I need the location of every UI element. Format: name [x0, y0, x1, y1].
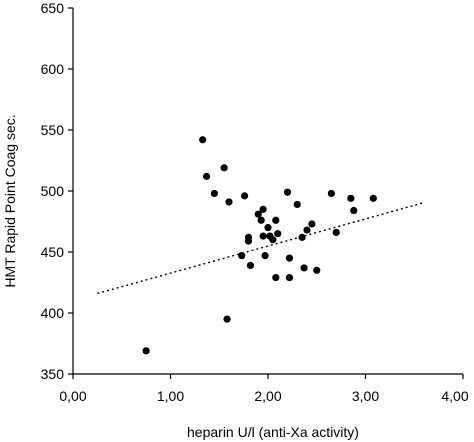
data-point — [223, 315, 231, 323]
data-point — [225, 198, 233, 206]
x-tick-label: 2,00 — [254, 388, 281, 404]
data-point — [283, 188, 292, 196]
data-point — [350, 206, 358, 215]
x-axis-label: heparin U/l (anti-Xa activity) — [187, 424, 359, 440]
data-point — [285, 274, 294, 282]
trendline — [97, 202, 423, 295]
x-tick-label: 1,00 — [157, 388, 184, 404]
y-tick-label: 650 — [41, 0, 65, 16]
data-point — [298, 233, 306, 241]
y-tick-label: 550 — [41, 122, 65, 138]
data-point — [347, 194, 355, 202]
data-point — [238, 252, 246, 260]
x-tick-label: 3,00 — [352, 388, 379, 404]
data-point — [241, 192, 249, 200]
y-tick-label: 500 — [41, 183, 65, 199]
data-point — [308, 220, 316, 228]
x-tick-label: 0,00 — [59, 388, 86, 404]
data-point — [259, 205, 267, 213]
data-point — [261, 252, 269, 260]
data-point — [332, 228, 340, 237]
data-point — [313, 266, 321, 274]
y-tick-label: 600 — [41, 61, 65, 77]
x-tick-label: 4,00 — [441, 388, 468, 404]
data-point — [264, 224, 272, 232]
y-tick-label: 450 — [41, 244, 65, 260]
data-point — [202, 172, 211, 180]
data-point — [254, 210, 262, 218]
data-point — [272, 274, 280, 282]
data-point — [269, 236, 277, 244]
data-points — [142, 136, 377, 355]
data-point — [142, 347, 150, 355]
data-point — [272, 216, 280, 224]
tick-labels: 350 400 450 500 550 600 650 0,00 1,00 2,00 3,00 4,0… — [41, 0, 469, 404]
data-point — [244, 237, 253, 245]
data-point — [303, 226, 311, 234]
data-point — [285, 254, 294, 262]
data-point — [246, 261, 255, 270]
data-point — [274, 230, 282, 238]
data-point — [369, 194, 377, 202]
data-point — [259, 232, 267, 240]
data-point — [210, 189, 218, 198]
data-point — [293, 200, 301, 209]
y-tick-label: 350 — [41, 366, 65, 382]
data-point — [220, 164, 228, 172]
axes — [68, 7, 464, 379]
data-point — [300, 264, 308, 272]
data-point — [199, 136, 207, 144]
data-point — [257, 216, 265, 224]
y-axis-label: HMT Rapid Point Coag sec. — [2, 114, 18, 287]
y-tick-label: 400 — [41, 305, 65, 321]
data-point — [327, 189, 335, 198]
